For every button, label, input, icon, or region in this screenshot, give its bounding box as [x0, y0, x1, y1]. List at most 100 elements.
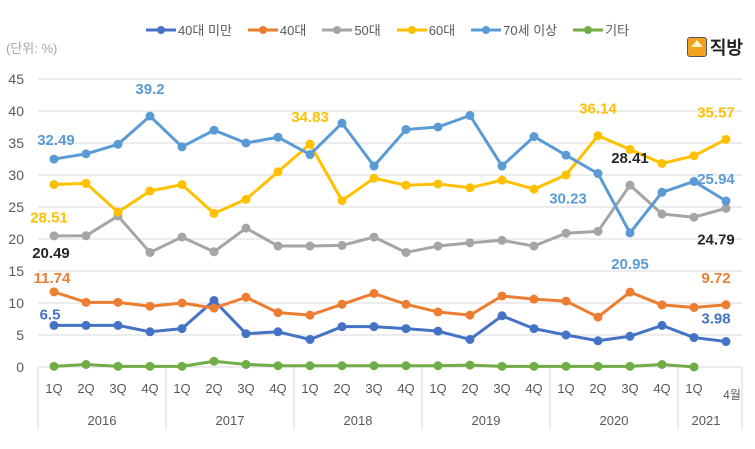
data-point [113, 139, 123, 149]
data-point [689, 362, 699, 372]
legend-item: 70세 이상 [471, 20, 557, 39]
x-tick-label: 4Q [269, 381, 286, 396]
data-point [209, 247, 219, 257]
data-point [657, 158, 667, 168]
data-point [49, 231, 59, 241]
year-label: 2018 [344, 413, 373, 428]
data-point [721, 337, 731, 347]
data-point [177, 232, 187, 242]
x-tick-label: 3Q [621, 381, 638, 396]
brand-name: 직방 [709, 38, 743, 58]
data-point [497, 161, 507, 171]
data-point [689, 302, 699, 312]
x-tick-label: 3Q [109, 381, 126, 396]
x-tick-label: 3Q [365, 381, 382, 396]
x-tick-label: 1Q [173, 381, 190, 396]
year-label: 2016 [88, 413, 117, 428]
data-point [49, 361, 59, 371]
data-point [305, 310, 315, 320]
data-point [689, 176, 699, 186]
y-tick-label: 20 [8, 231, 24, 247]
legend-label: 50대 [354, 23, 381, 38]
data-point [369, 173, 379, 183]
data-point [721, 196, 731, 206]
data-point [433, 241, 443, 251]
brand-logo: 직방 [686, 34, 743, 60]
series-line-2 [53, 183, 727, 254]
x-tick-label: 2Q [461, 381, 478, 396]
data-point [177, 361, 187, 371]
legend-label: 70세 이상 [503, 23, 558, 38]
data-point [273, 132, 283, 142]
x-tick-label: 2Q [205, 381, 222, 396]
data-point [369, 161, 379, 171]
y-tick-label: 30 [8, 167, 24, 183]
data-point [49, 154, 59, 164]
legend-marker-icon [573, 25, 604, 34]
data-point [625, 287, 635, 297]
data-point [593, 312, 603, 322]
data-point [81, 359, 91, 369]
data-point [561, 228, 571, 238]
data-point [625, 144, 635, 154]
x-tick-label: 1Q [429, 381, 446, 396]
legend-item: 50대 [322, 20, 381, 39]
data-label: 36.14 [579, 101, 617, 118]
data-point [241, 138, 251, 148]
data-point [81, 178, 91, 188]
data-point [145, 301, 155, 311]
data-point [529, 184, 539, 194]
legend-label: 40대 미만 [177, 23, 232, 38]
data-point [689, 333, 699, 343]
data-point [81, 231, 91, 241]
x-tick-label: 4월 [723, 388, 741, 402]
data-point [337, 240, 347, 250]
data-point [273, 361, 283, 371]
data-label: 28.41 [611, 150, 649, 167]
data-point [561, 361, 571, 371]
data-point [529, 132, 539, 142]
data-label: 3.98 [701, 311, 730, 328]
house-icon [686, 37, 707, 57]
series-line-1 [53, 290, 727, 319]
data-point [593, 336, 603, 346]
data-point [593, 226, 603, 236]
y-tick-label: 35 [8, 135, 24, 151]
x-tick-label: 4Q [525, 381, 542, 396]
data-point [209, 356, 219, 366]
data-point [209, 303, 219, 313]
y-tick-label: 25 [8, 199, 24, 215]
data-point [561, 150, 571, 160]
data-label: 24.79 [697, 231, 735, 248]
data-point [241, 223, 251, 233]
data-point [337, 361, 347, 371]
legend-label: 기타 [605, 23, 630, 38]
x-tick-label: 2Q [77, 381, 94, 396]
data-point [497, 291, 507, 301]
data-point [561, 170, 571, 180]
data-point [177, 142, 187, 152]
data-point [401, 361, 411, 371]
data-point [337, 322, 347, 332]
data-point [49, 180, 59, 190]
data-point [369, 232, 379, 242]
data-point [529, 361, 539, 371]
series-line-0 [54, 298, 727, 344]
x-tick-label: 2Q [589, 381, 606, 396]
data-point [113, 297, 123, 307]
data-label: 28.51 [30, 210, 68, 227]
data-point [273, 327, 283, 337]
data-label: 32.49 [37, 132, 75, 149]
data-point [689, 151, 699, 161]
data-point [401, 125, 411, 135]
data-point [625, 180, 635, 190]
year-label: 2021 [692, 413, 721, 428]
legend-item: 기타 [573, 20, 629, 39]
legend-item: 40대 미만 [145, 20, 232, 39]
data-point [401, 180, 411, 190]
legend-marker-icon [145, 25, 176, 34]
data-label: 34.83 [291, 109, 329, 126]
data-point [145, 327, 155, 337]
data-point [273, 167, 283, 177]
series-line-3 [53, 134, 727, 215]
